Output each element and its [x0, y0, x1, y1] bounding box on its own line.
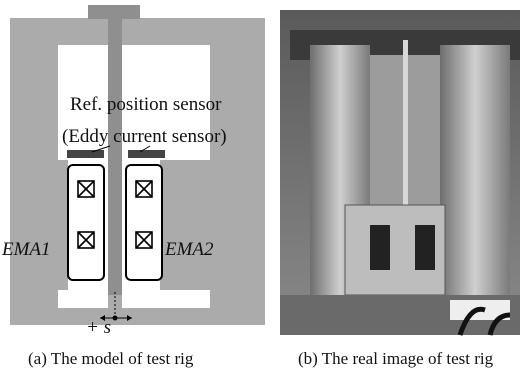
figure: Ref. position sensor (Eddy current senso…	[0, 0, 520, 376]
coil	[415, 225, 435, 270]
rig-model: Ref. position sensor (Eddy current senso…	[1, 5, 265, 338]
sensor-label: Ref. position sensor	[70, 94, 222, 115]
displacement-label: + s	[86, 317, 111, 338]
caption: (a) The model of test rig	[28, 349, 194, 368]
base-notch	[122, 290, 210, 308]
frame-inner	[58, 160, 68, 290]
base-notch	[58, 290, 108, 308]
rod	[108, 5, 122, 295]
caption: (b) The real image of test rig	[298, 349, 494, 368]
ema-label: EMA1	[1, 239, 51, 260]
coil	[370, 225, 390, 270]
sensor-plate	[67, 150, 104, 158]
origin-dot	[113, 316, 118, 321]
right-pillar	[440, 45, 510, 305]
rig-photo	[280, 10, 520, 335]
frame-inner	[160, 160, 210, 290]
ema-label: EMA2	[164, 239, 214, 260]
sensor-plate	[128, 150, 165, 158]
sensor-label: (Eddy current sensor)	[62, 126, 227, 147]
